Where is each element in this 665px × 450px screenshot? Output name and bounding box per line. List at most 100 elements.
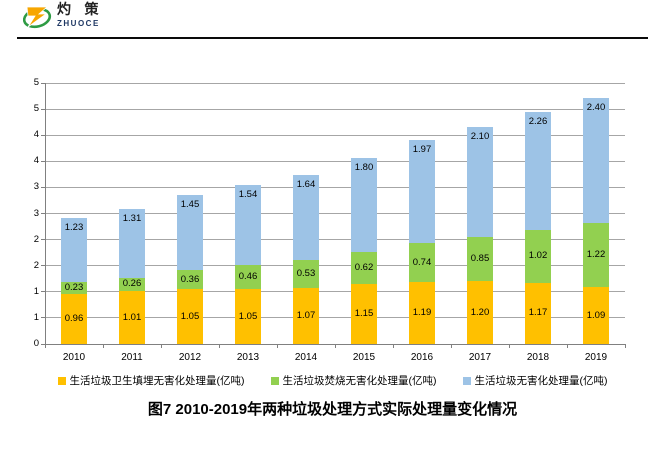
bar-value-label-landfill-2010: 0.96 xyxy=(64,312,84,324)
bar-segment-landfill-2013 xyxy=(235,289,261,344)
bar-value-label-incineration-2017: 0.85 xyxy=(470,253,490,265)
brand-name-en: ZHUOCE xyxy=(57,19,100,28)
bar-segment-landfill-2012 xyxy=(177,289,203,344)
y-axis-label: 2 xyxy=(33,259,39,271)
bar-value-label-landfill-2018: 1.17 xyxy=(528,307,548,319)
bar-segment-harmless-total-2010 xyxy=(61,217,87,282)
y-axis-tick xyxy=(41,134,45,136)
y-axis-tick xyxy=(41,213,45,214)
bar-segment-incineration-2014 xyxy=(293,260,319,289)
legend-swatch-incineration xyxy=(270,376,279,385)
bar-value-label-harmless-total-2011: 1.31 xyxy=(122,213,142,225)
x-axis-label-2011: 2011 xyxy=(121,352,143,363)
x-axis-tick xyxy=(566,344,568,348)
bar-segment-harmless-total-2017 xyxy=(467,127,493,237)
bar-segment-incineration-2013 xyxy=(235,265,261,290)
gridline xyxy=(45,82,625,84)
bar-value-label-incineration-2014: 0.53 xyxy=(296,268,316,280)
bar-segment-landfill-2011 xyxy=(119,291,145,344)
legend-label-harmless-total: 生活垃圾无害化处理量(亿吨) xyxy=(474,375,608,387)
gridline xyxy=(45,317,625,319)
x-axis-tick xyxy=(276,344,278,348)
bar-value-label-harmless-total-2014: 1.64 xyxy=(296,178,316,190)
bar-segment-harmless-total-2016 xyxy=(409,140,435,244)
bar-value-label-harmless-total-2015: 1.80 xyxy=(354,161,374,173)
gridline xyxy=(45,134,625,136)
x-axis-tick xyxy=(450,344,452,348)
header-divider xyxy=(17,37,648,39)
x-axis-label-2013: 2013 xyxy=(236,352,260,363)
bar-segment-harmless-total-2013 xyxy=(235,184,261,266)
bar-segment-incineration-2012 xyxy=(177,270,203,290)
x-axis-tick xyxy=(44,344,46,348)
bar-value-label-incineration-2010: 0.23 xyxy=(64,281,84,293)
x-axis-label-2019: 2019 xyxy=(584,352,608,363)
bar-segment-harmless-total-2014 xyxy=(293,174,319,261)
x-axis-label-2010: 2010 xyxy=(62,352,86,363)
bar-segment-landfill-2015 xyxy=(351,283,377,344)
bar-value-label-landfill-2012: 1.05 xyxy=(180,310,200,322)
bar-segment-landfill-2019 xyxy=(583,287,609,344)
brand-name-cn: 灼 策 xyxy=(57,3,104,18)
y-axis-tick xyxy=(41,160,45,162)
bar-value-label-landfill-2017: 1.20 xyxy=(470,306,490,318)
x-axis-label-2014: 2014 xyxy=(294,352,318,363)
bar-value-label-landfill-2014: 1.07 xyxy=(296,310,316,322)
legend-swatch-harmless-total xyxy=(462,376,471,385)
y-axis-label: 2 xyxy=(33,233,39,245)
bar-segment-harmless-total-2018 xyxy=(525,111,551,230)
x-axis-tick xyxy=(334,344,336,348)
x-axis-tick xyxy=(508,344,510,348)
gridline xyxy=(45,291,625,293)
logo: 灼 策 ZHUOCE xyxy=(23,3,104,31)
bar-segment-harmless-total-2015 xyxy=(351,157,377,252)
bar-segment-incineration-2019 xyxy=(583,223,609,288)
bar-segment-landfill-2017 xyxy=(467,281,493,344)
bar-segment-incineration-2015 xyxy=(351,251,377,284)
legend-label-incineration: 生活垃圾焚烧无害化处理量(亿吨) xyxy=(282,375,437,387)
bar-value-label-incineration-2015: 0.62 xyxy=(354,261,374,273)
gridline xyxy=(45,239,625,241)
gridline xyxy=(45,160,625,162)
y-axis-label: 3 xyxy=(33,181,39,193)
bar-value-label-harmless-total-2016: 1.97 xyxy=(412,144,432,156)
gridline xyxy=(45,186,625,188)
bar-value-label-incineration-2019: 1.22 xyxy=(586,249,606,261)
logo-text: 灼 策 ZHUOCE xyxy=(57,3,104,28)
y-axis-label: 5 xyxy=(33,103,39,115)
x-axis-label-2015: 2015 xyxy=(352,352,376,363)
bar-value-label-incineration-2013: 0.46 xyxy=(238,271,258,283)
bar-segment-landfill-2016 xyxy=(409,281,435,344)
chart-title: 图7 2010-2019年两种垃圾处理方式实际处理量变化情况 xyxy=(147,401,518,418)
y-axis-tick xyxy=(41,291,45,293)
y-axis-label: 4 xyxy=(33,155,39,167)
y-axis-label: 1 xyxy=(33,285,39,297)
bar-value-label-landfill-2013: 1.05 xyxy=(238,310,258,322)
bar-value-label-incineration-2016: 0.74 xyxy=(412,256,432,268)
y-axis-tick xyxy=(41,317,45,319)
chart-legend: 生活垃圾卫生填埋无害化处理量(亿吨) 生活垃圾焚烧无害化处理量(亿吨) 生活垃圾无害… xyxy=(0,373,665,388)
x-axis-line xyxy=(41,343,625,345)
bar-value-label-harmless-total-2017: 2.10 xyxy=(470,131,490,143)
y-axis-tick xyxy=(41,265,45,267)
y-axis-label: 1 xyxy=(33,311,39,323)
y-axis-tick xyxy=(41,108,45,110)
legend-item-harmless-total: 生活垃圾无害化处理量(亿吨) xyxy=(462,373,608,388)
x-axis-label-2012: 2012 xyxy=(178,352,202,363)
legend-label-landfill: 生活垃圾卫生填埋无害化处理量(亿吨) xyxy=(69,375,245,387)
bar-value-label-harmless-total-2019: 2.40 xyxy=(586,102,606,114)
x-axis-tick xyxy=(392,344,394,348)
y-axis-label: 3 xyxy=(33,207,39,219)
bar-segment-landfill-2014 xyxy=(293,288,319,344)
bar-value-label-landfill-2019: 1.09 xyxy=(586,309,606,321)
zhuoce-logo-icon xyxy=(23,6,52,29)
bar-segment-harmless-total-2019 xyxy=(583,98,609,224)
x-axis-label-2017: 2017 xyxy=(468,352,492,363)
bar-segment-landfill-2018 xyxy=(525,282,551,344)
y-axis-tick xyxy=(41,239,45,241)
gridline xyxy=(45,213,625,214)
bar-value-label-harmless-total-2018: 2.26 xyxy=(528,115,548,127)
x-axis-label-2016: 2016 xyxy=(410,352,434,363)
